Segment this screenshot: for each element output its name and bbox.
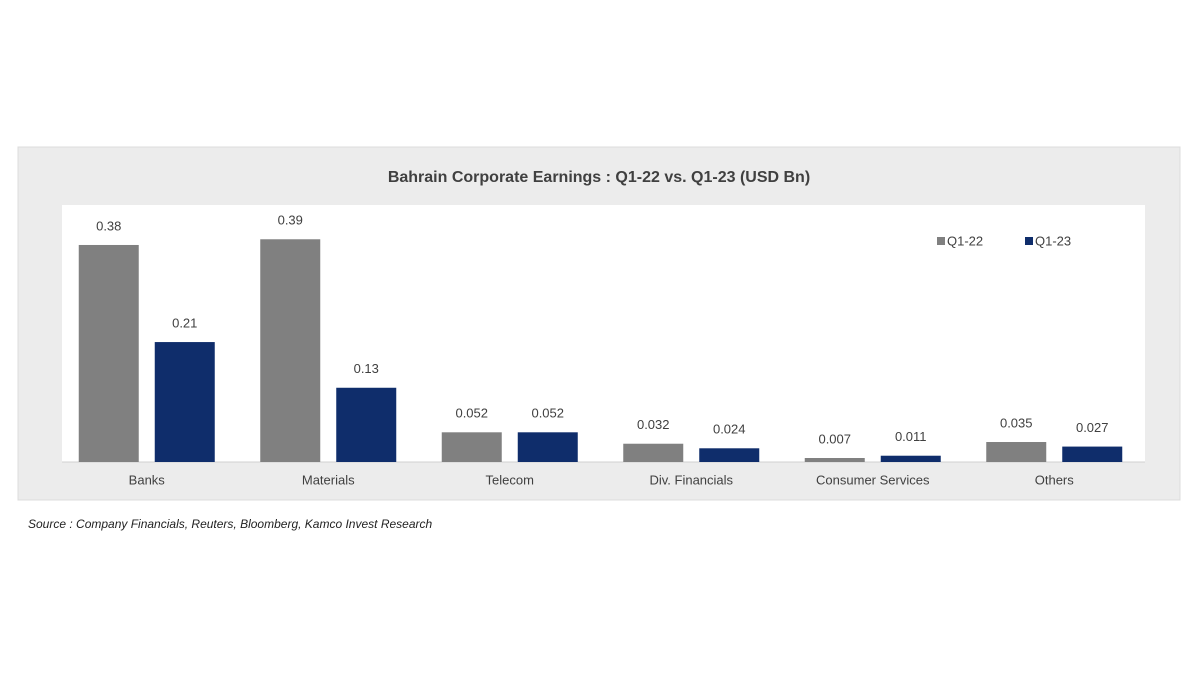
legend-swatch [937,237,945,245]
bar [1062,446,1123,462]
value-label: 0.39 [278,213,303,228]
x-tick-label: Div. Financials [649,472,733,487]
value-label: 0.011 [895,429,927,444]
x-tick-label: Consumer Services [816,472,930,487]
legend-swatch [1025,237,1033,245]
bar [986,442,1047,462]
x-tick-label: Materials [302,472,355,487]
bar [78,244,139,462]
bar [154,342,215,462]
plot-area [62,205,1145,462]
value-label: 0.13 [354,361,379,376]
value-label: 0.024 [713,422,746,437]
chart-title: Bahrain Corporate Earnings : Q1-22 vs. Q… [388,169,810,186]
value-label: 0.027 [1076,420,1109,435]
value-label: 0.21 [172,316,197,331]
source-note: Source : Company Financials, Reuters, Bl… [28,517,433,531]
bar [260,239,321,462]
bar [880,455,941,462]
x-tick-label: Telecom [486,472,534,487]
x-tick-label: Others [1035,472,1075,487]
bar [623,443,684,462]
bar [804,458,865,462]
bar [699,448,760,462]
value-label: 0.035 [1000,415,1033,430]
value-label: 0.052 [531,406,564,421]
bar [441,432,502,462]
legend-label: Q1-23 [1035,233,1071,248]
bar [517,432,578,462]
value-label: 0.007 [818,431,851,446]
value-label: 0.38 [96,218,121,233]
bar [336,387,397,462]
value-label: 0.032 [637,417,670,432]
x-tick-label: Banks [129,472,166,487]
value-label: 0.052 [455,406,488,421]
legend-label: Q1-22 [947,233,983,248]
